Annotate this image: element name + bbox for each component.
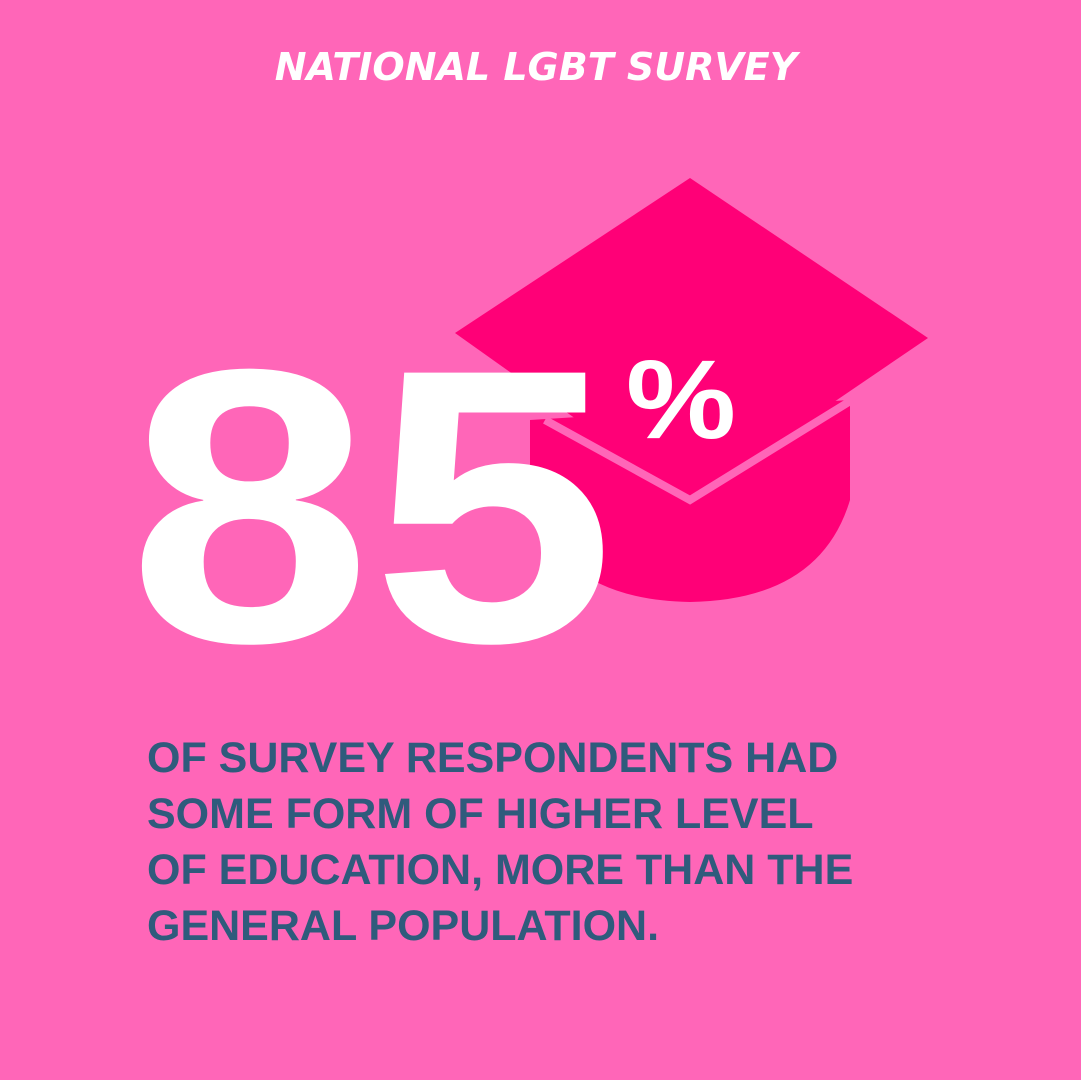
description-line: OF SURVEY RESPONDENTS HAD (147, 734, 838, 782)
title: NATIONAL LGBT SURVEY (275, 45, 801, 89)
stat-value: 85 (128, 288, 615, 724)
graduation-cap-icon (455, 178, 928, 602)
description-line: GENERAL POPULATION. (147, 902, 659, 950)
description-line: SOME FORM OF HIGHER LEVEL (147, 790, 814, 838)
stat-unit: % (626, 337, 736, 462)
description: OF SURVEY RESPONDENTS HAD SOME FORM OF HI… (147, 734, 853, 950)
description-line: OF EDUCATION, MORE THAN THE (147, 846, 853, 894)
